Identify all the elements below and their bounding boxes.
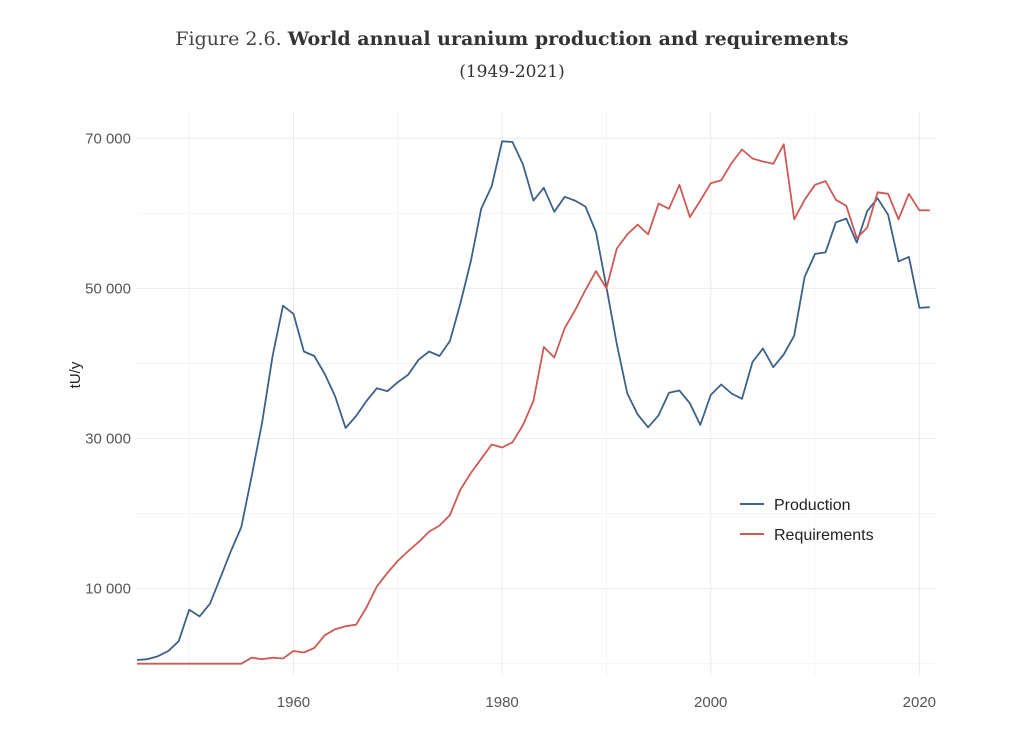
y-axis-label: tU/y xyxy=(67,361,84,388)
figure-subtitle: (1949-2021) xyxy=(459,62,565,82)
y-tick-label: 30 000 xyxy=(85,431,131,448)
y-tick-label: 10 000 xyxy=(85,581,131,598)
figure-title-text: World annual uranium production and requ… xyxy=(287,28,849,50)
y-tick-label: 50 000 xyxy=(85,280,131,297)
figure-label: Figure 2.6. xyxy=(175,28,282,50)
series-lines xyxy=(136,140,930,665)
x-tick-label: 2000 xyxy=(694,694,727,711)
figure-title: Figure 2.6. World annual uranium product… xyxy=(0,28,1024,50)
x-axis-ticks: 1960 1980 2000 2020 xyxy=(277,694,936,711)
x-tick-label: 1960 xyxy=(277,694,310,711)
legend: Production Requirements xyxy=(740,497,874,544)
grid xyxy=(137,112,935,675)
x-tick-label: 1980 xyxy=(485,694,518,711)
legend-label: Requirements xyxy=(774,527,874,544)
x-tick-label: 2020 xyxy=(903,694,936,711)
title-block: Figure 2.6. World annual uranium product… xyxy=(0,28,1024,82)
y-tick-label: 70 000 xyxy=(85,130,131,147)
series-line-production xyxy=(136,140,930,661)
y-axis-ticks: 10 000 30 000 50 000 70 000 xyxy=(85,130,131,597)
legend-label: Production xyxy=(774,497,851,514)
series-line-requirements xyxy=(137,143,930,665)
